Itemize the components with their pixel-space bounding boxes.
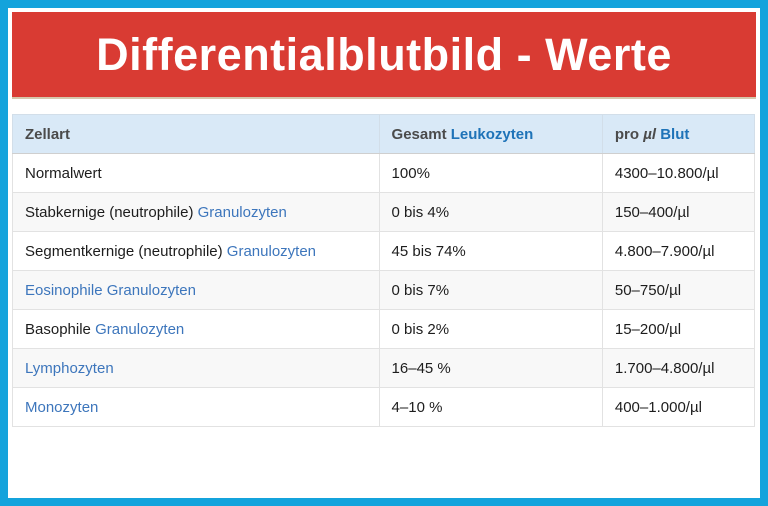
table-cell: 100% [378,153,603,193]
cell-text: 150–400/µl [614,203,690,221]
table-cell: 15–200/µl [601,309,756,349]
table-row: Monozyten 4–10 % 400–1.000/µl [12,387,756,427]
table-cell: 16–45 % [378,348,603,388]
table-cell: 0 bis 7% [378,270,603,310]
table-cell: Basophile Granulozyten [12,309,380,349]
cell-text: Stabkernige (neutrophile) [25,203,198,221]
table-row: Lymphozyten 16–45 % 1.700–4.800/µl [12,348,756,388]
table-row: Stabkernige (neutrophile) Granulozyten 0 … [12,192,756,232]
cell-link[interactable]: Monozyten [25,398,99,416]
table-cell: Segmentkernige (neutrophile) Granulozyte… [12,231,380,271]
cell-text: 0 bis 2% [391,320,450,338]
cell-text: 0 bis 4% [391,203,450,221]
cell-text: Segmentkernige (neutrophile) [25,242,227,260]
table-header-row: Zellart Gesamt Leukozyten pro µl Blut [12,114,756,154]
column-header: Gesamt Leukozyten [378,114,603,154]
cell-link[interactable]: Granulozyten [197,203,287,221]
cell-text: 100% [391,164,430,182]
cell-text: 4.800–7.900/µl [614,242,715,260]
cell-text: Basophile [25,320,96,338]
cell-text: 400–1.000/µl [614,398,702,416]
cell-text: Normalwert [25,164,102,182]
table-cell: 4300–10.800/µl [601,153,756,193]
cell-text: 15–200/µl [614,320,682,338]
table-cell: 0 bis 4% [378,192,603,232]
cell-link[interactable]: Lymphozyten [25,359,114,377]
column-header: pro µl Blut [601,114,756,154]
table-cell: Monozyten [12,387,380,427]
table-cell: 400–1.000/µl [601,387,756,427]
column-header: Zellart [12,114,380,154]
table-cell: Stabkernige (neutrophile) Granulozyten [12,192,380,232]
table-container: Zellart Gesamt Leukozyten pro µl Blut Norm… [12,112,756,427]
table-cell: Lymphozyten [12,348,380,388]
cell-text: pro [614,125,644,143]
cell-link[interactable]: Eosinophile Granulozyten [25,281,196,299]
table-cell: 4–10 % [378,387,603,427]
cell-text: µl [643,125,657,143]
table-cell: Eosinophile Granulozyten [12,270,380,310]
table-cell: 1.700–4.800/µl [601,348,756,388]
cell-link[interactable]: Granulozyten [226,242,317,260]
cell-text: Zellart [25,125,71,143]
cell-text: 4300–10.800/µl [614,164,719,182]
cell-text: 16–45 % [391,359,451,377]
blood-values-table: Zellart Gesamt Leukozyten pro µl Blut Norm… [12,114,756,427]
table-row: Eosinophile Granulozyten 0 bis 7% 50–750/µ… [12,270,756,310]
cell-text: 4–10 % [391,398,443,416]
table-row: Basophile Granulozyten 0 bis 2% 15–200/µl [12,309,756,349]
cell-link[interactable]: Granulozyten [95,320,185,338]
table-cell: 4.800–7.900/µl [601,231,756,271]
cell-link[interactable]: Leukozyten [450,125,534,143]
table-cell: 0 bis 2% [378,309,603,349]
page-title: Differentialblutbild - Werte [96,28,672,80]
title-banner: Differentialblutbild - Werte [12,12,756,97]
table-cell: 50–750/µl [601,270,756,310]
cell-text: 1.700–4.800/µl [614,359,715,377]
cell-text: Gesamt [391,125,451,143]
table-cell: Normalwert [12,153,380,193]
cell-text: 50–750/µl [614,281,682,299]
cell-text: 45 bis 74% [391,242,466,260]
table-row: Segmentkernige (neutrophile) Granulozyte… [12,231,756,271]
table-row: Normalwert 100% 4300–10.800/µl [12,153,756,193]
cell-link[interactable]: Blut [660,125,690,143]
table-cell: 45 bis 74% [378,231,603,271]
table-cell: 150–400/µl [601,192,756,232]
cell-text: 0 bis 7% [391,281,450,299]
